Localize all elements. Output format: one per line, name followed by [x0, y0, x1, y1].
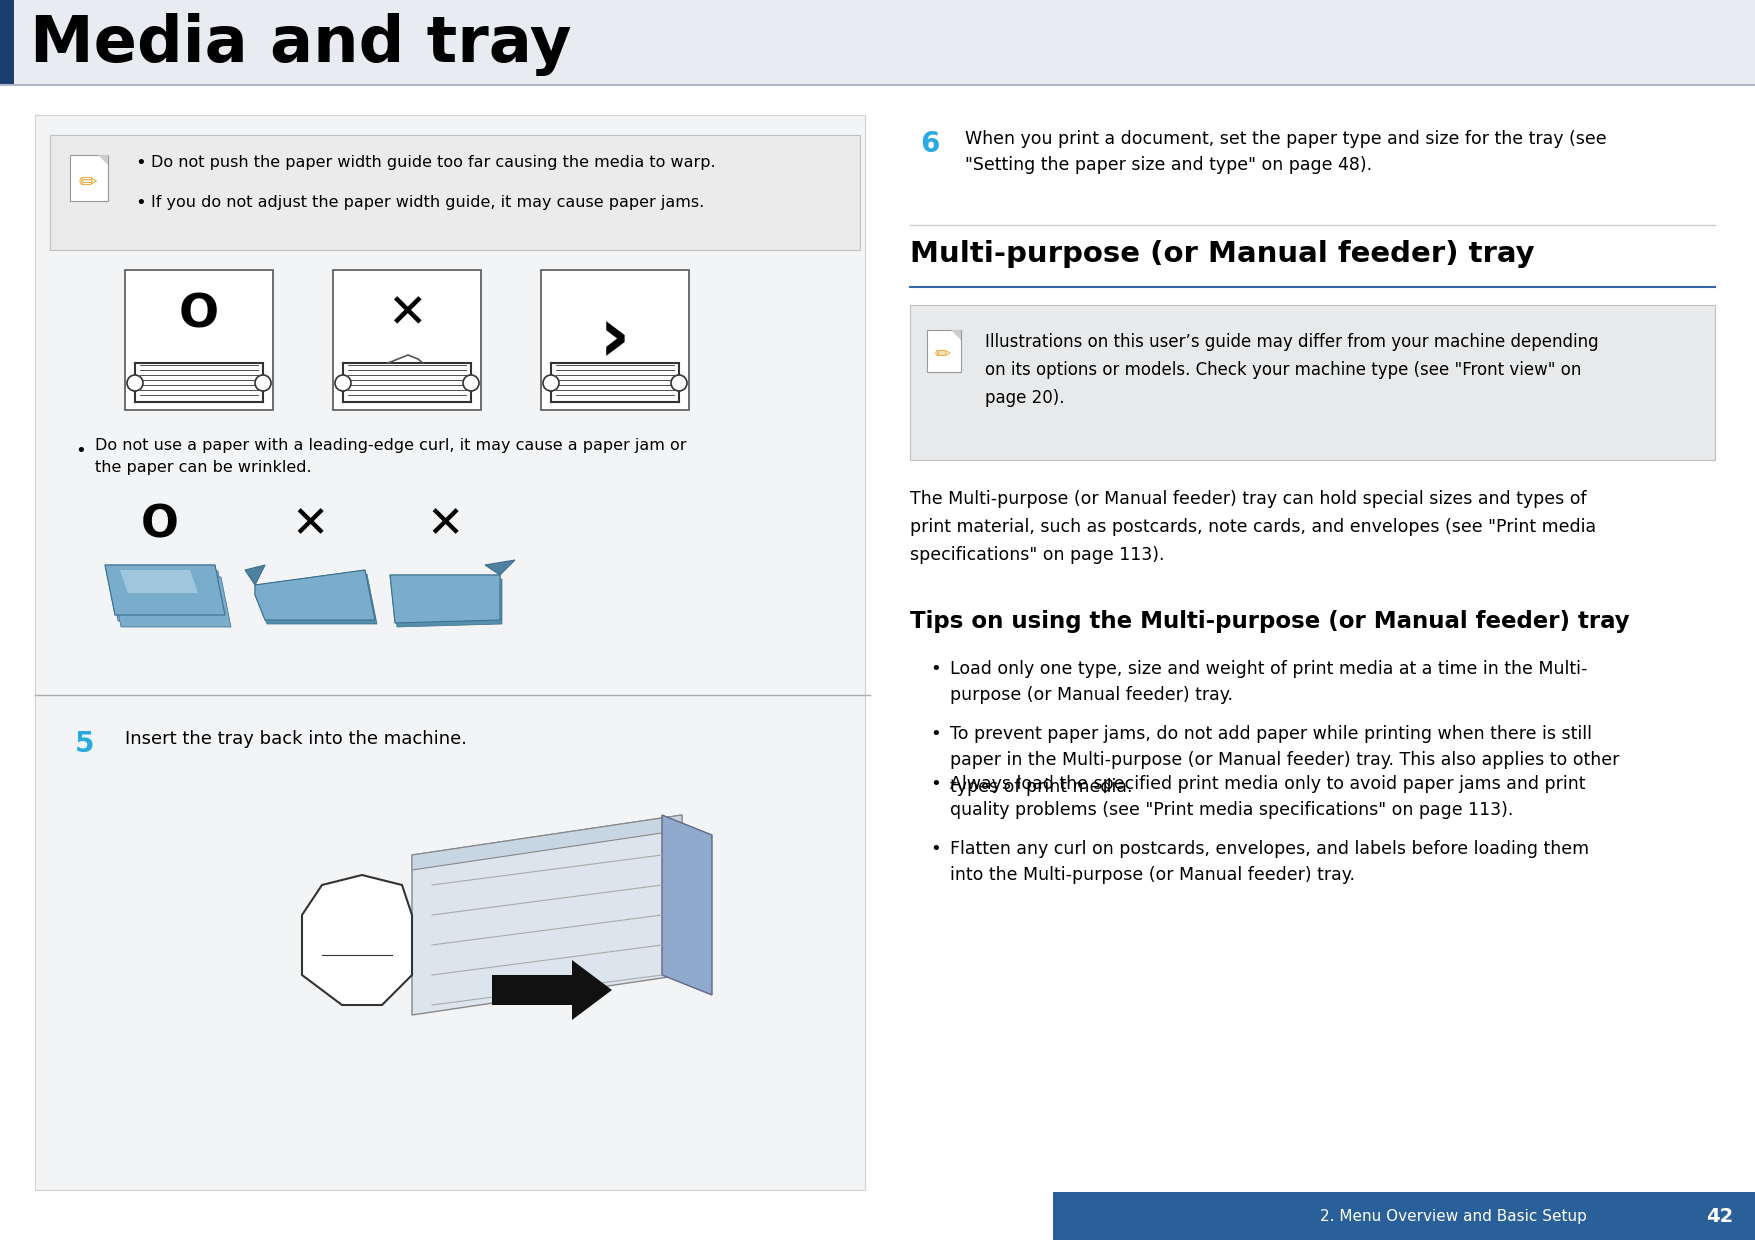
- Text: Insert the tray back into the machine.: Insert the tray back into the machine.: [125, 730, 467, 748]
- Text: To prevent paper jams, do not add paper while printing when there is still
paper: To prevent paper jams, do not add paper …: [949, 725, 1620, 796]
- Circle shape: [254, 374, 270, 391]
- Polygon shape: [98, 155, 109, 165]
- Text: •: •: [930, 725, 941, 743]
- Text: •: •: [135, 193, 146, 212]
- Bar: [49, 135, 860, 250]
- Text: O: O: [179, 293, 219, 337]
- Circle shape: [463, 374, 479, 391]
- Text: Tips on using the Multi-purpose (or Manual feeder) tray: Tips on using the Multi-purpose (or Manu…: [911, 610, 1630, 632]
- Text: ✕: ✕: [388, 293, 426, 337]
- Polygon shape: [256, 574, 377, 624]
- Circle shape: [126, 374, 142, 391]
- Text: Load only one type, size and weight of print media at a time in the Multi-
purpo: Load only one type, size and weight of p…: [949, 660, 1587, 704]
- Polygon shape: [484, 560, 514, 575]
- Text: 6: 6: [920, 130, 939, 157]
- Polygon shape: [662, 815, 713, 994]
- Bar: [1053, 1192, 1755, 1240]
- Text: •: •: [930, 660, 941, 678]
- Bar: [541, 270, 690, 410]
- Text: Do not push the paper width guide too far causing the media to warp.: Do not push the paper width guide too fa…: [151, 155, 716, 170]
- Text: 2. Menu Overview and Basic Setup: 2. Menu Overview and Basic Setup: [1320, 1209, 1587, 1224]
- Text: 42: 42: [1706, 1207, 1734, 1225]
- Polygon shape: [390, 575, 500, 622]
- Polygon shape: [105, 565, 225, 615]
- Circle shape: [335, 374, 351, 391]
- Circle shape: [670, 374, 686, 391]
- Polygon shape: [491, 960, 612, 1021]
- Polygon shape: [412, 815, 683, 870]
- Bar: [911, 305, 1715, 460]
- Polygon shape: [391, 579, 502, 627]
- Text: Flatten any curl on postcards, envelopes, and labels before loading them
into th: Flatten any curl on postcards, envelopes…: [949, 839, 1588, 884]
- Polygon shape: [302, 875, 412, 1004]
- Text: Illustrations on this user’s guide may differ from your machine depending
on its: Illustrations on this user’s guide may d…: [985, 334, 1599, 407]
- Text: The Multi-purpose (or Manual feeder) tray can hold special sizes and types of
pr: The Multi-purpose (or Manual feeder) tra…: [911, 490, 1595, 564]
- Text: Always load the specified print media only to avoid paper jams and print
quality: Always load the specified print media on…: [949, 775, 1585, 820]
- Text: If you do not adjust the paper width guide, it may cause paper jams.: If you do not adjust the paper width gui…: [151, 196, 704, 211]
- Text: Do not use a paper with a leading-edge curl, it may cause a paper jam or
the pap: Do not use a paper with a leading-edge c…: [95, 438, 686, 475]
- Bar: [0, 0, 14, 86]
- Polygon shape: [246, 565, 265, 585]
- Text: 5: 5: [75, 730, 95, 758]
- Text: ›: ›: [598, 303, 630, 377]
- FancyBboxPatch shape: [927, 330, 962, 372]
- Circle shape: [542, 374, 560, 391]
- Text: ✏: ✏: [79, 174, 97, 193]
- Bar: [125, 270, 274, 410]
- FancyBboxPatch shape: [70, 155, 109, 201]
- Polygon shape: [254, 570, 376, 620]
- Text: Multi-purpose (or Manual feeder) tray: Multi-purpose (or Manual feeder) tray: [911, 241, 1534, 268]
- Polygon shape: [109, 570, 228, 621]
- Polygon shape: [105, 565, 225, 615]
- Text: •: •: [75, 441, 86, 460]
- Text: O: O: [140, 503, 179, 547]
- Text: When you print a document, set the paper type and size for the tray (see
"Settin: When you print a document, set the paper…: [965, 130, 1606, 175]
- Polygon shape: [119, 570, 198, 593]
- Polygon shape: [390, 575, 500, 622]
- Polygon shape: [254, 570, 376, 620]
- Bar: [333, 270, 481, 410]
- Polygon shape: [111, 577, 232, 627]
- Text: •: •: [135, 154, 146, 172]
- Text: ✕: ✕: [291, 503, 328, 547]
- Bar: [0, 0, 1755, 86]
- Text: •: •: [930, 775, 941, 794]
- Polygon shape: [412, 815, 683, 1016]
- Bar: [35, 115, 865, 1190]
- Text: Media and tray: Media and tray: [30, 12, 572, 76]
- Text: ✏: ✏: [935, 346, 951, 365]
- Text: •: •: [930, 839, 941, 858]
- Text: ✕: ✕: [426, 503, 463, 547]
- Polygon shape: [951, 330, 962, 340]
